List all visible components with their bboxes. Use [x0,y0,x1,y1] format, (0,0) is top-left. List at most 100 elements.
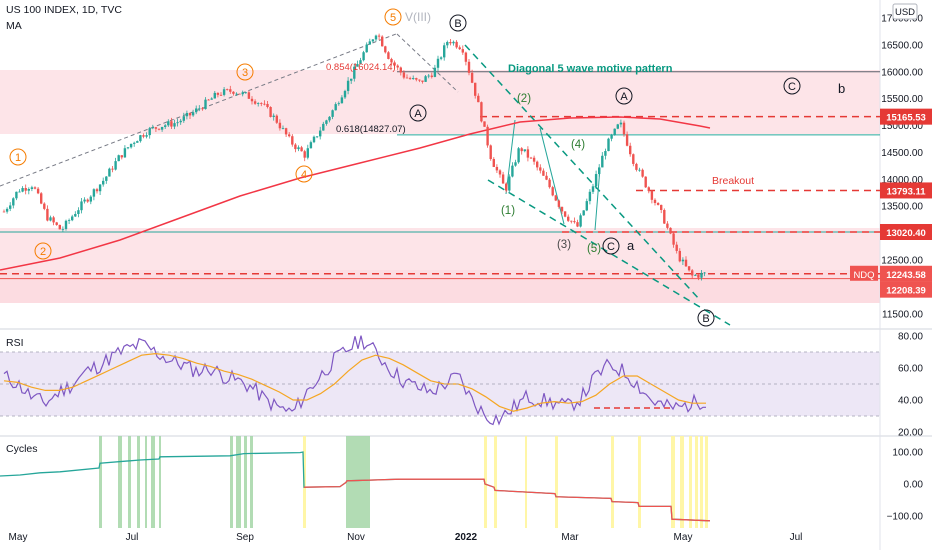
candle [613,128,616,136]
candle-body [412,78,415,80]
price-tick-label: 16000.00 [881,67,923,78]
candle-body [167,121,170,126]
candle [439,56,443,61]
candle-body [421,80,424,82]
candle [408,76,412,80]
candle-body [64,220,68,229]
fib-0854-label: 0.854(16024.14) [326,62,396,73]
candle-body [257,103,260,104]
candle-body [18,191,21,193]
candle-body [532,157,536,162]
candle [498,169,502,178]
candle-body [49,217,52,221]
candle-body [235,93,238,95]
candle-body [170,121,173,127]
candle [52,215,55,226]
symbol-tag: NDQ [850,265,878,281]
candle [560,206,564,214]
candle-body [133,142,136,144]
candle-body [598,167,601,175]
candle [5,207,9,214]
candle [30,185,34,192]
wave-circle [602,237,620,255]
wave-circle [615,87,633,105]
candle-body [594,174,598,187]
candle [582,210,585,216]
candle [418,79,421,83]
candle [663,208,666,225]
candle-body [443,45,446,58]
candle [281,125,285,130]
candle [315,136,319,139]
candle-body [591,186,595,192]
candle [185,110,189,120]
time-tick-label: Jul [790,532,803,543]
wave-circle-1: B [449,14,467,32]
currency-badge[interactable]: USD [892,3,918,20]
candle-body [346,80,350,91]
candle-body [241,92,244,95]
candle-body [55,222,58,225]
candle [207,99,210,101]
candle [610,133,613,142]
candle-body [703,272,706,274]
ma-label: MA [6,20,22,32]
candle-body [337,103,340,105]
candle [694,273,697,277]
candle-body [381,36,384,47]
candle [557,199,561,209]
wave-circle-label: C [788,81,796,93]
candle [489,144,492,161]
candle [294,143,297,153]
candle [108,167,111,177]
cycles-green-band [137,436,140,528]
candle-body [365,44,368,53]
candle-body [275,115,278,123]
candle-body [272,115,275,117]
candle-body [334,104,337,111]
rsi-tick-label: 60.00 [898,364,923,375]
candle-body [474,82,477,96]
candle-body [263,103,266,105]
green-wave-label: (2) [517,93,531,105]
candle-body [650,191,654,200]
candle [21,186,24,193]
candle [191,109,195,117]
candle [514,159,517,167]
candle-body [353,66,356,79]
candle [117,154,120,162]
candle-body [390,58,393,63]
candle [464,51,468,66]
wave-circle-label: 2 [40,246,46,258]
dashed-fib-line [396,33,459,93]
candle [201,107,204,111]
candle-body [105,176,108,181]
price-tick-label: 11500.00 [882,309,923,320]
candle [681,257,685,265]
candle [470,69,474,84]
candle-body [43,203,46,209]
candle-body [613,128,616,135]
candle [216,92,220,98]
candle-body [551,187,554,196]
candle [77,207,80,218]
candle-body [647,187,650,192]
candle [173,119,176,130]
candle-body [542,170,545,176]
candle [151,124,154,130]
candle-body [188,112,192,116]
green-wave-label: (4) [571,139,585,151]
price-tag-text: 12208.39 [886,286,926,297]
candle [328,115,331,123]
candle [238,93,241,95]
candle-body [464,52,468,62]
candle-body [362,52,365,61]
cycles-yellow-band [638,436,641,528]
orange-wave-3: 3 [236,63,254,81]
candle-body [656,202,660,205]
candle-body [95,189,99,192]
candle [148,126,151,139]
price-tag-bg [880,182,932,199]
candle [700,270,703,281]
